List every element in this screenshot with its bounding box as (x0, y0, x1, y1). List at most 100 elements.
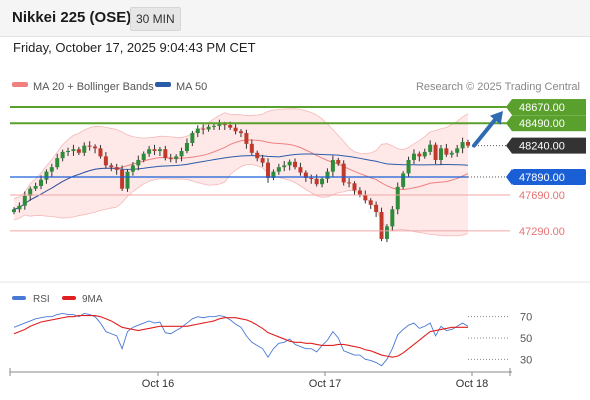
candle-bull (460, 142, 465, 149)
candle-bull (179, 151, 184, 157)
projection-arrow-layer (472, 111, 503, 148)
resistance-value-label: 48490.00 (519, 118, 565, 130)
level-pivot: 47890.00 (10, 169, 586, 186)
candle-bull (271, 171, 276, 178)
level-support: 47690.00 (10, 190, 565, 202)
candle-bear (114, 167, 119, 170)
support-value-label: 47290.00 (519, 226, 565, 238)
projection-arrow-head (489, 111, 503, 125)
candle-bear (201, 128, 206, 130)
research-credit: Research © 2025 Trading Central (416, 81, 580, 93)
resistance-label-pointer (506, 99, 512, 116)
candle-bull (428, 144, 433, 152)
candle-bull (184, 142, 189, 152)
candle-bull (130, 165, 135, 172)
candle-bull (157, 149, 162, 152)
rsi-ma-line (13, 315, 468, 358)
ma50-legend-swatch (155, 82, 171, 87)
time-tick-label: Oct 16 (142, 378, 174, 390)
candle-bull (17, 205, 22, 210)
bollinger-band-layer (13, 108, 469, 237)
ma20-legend-swatch (12, 82, 28, 87)
candle-bull (136, 159, 141, 166)
candle-bear (168, 158, 173, 160)
rsi-panel: 70 50 30 (13, 312, 532, 367)
candle-bear (239, 131, 243, 134)
candle-bull (71, 149, 76, 152)
bollinger-band-area (14, 108, 468, 236)
candle-bear (87, 145, 92, 147)
rsi-legend: RSI 9MA (12, 294, 103, 305)
candle-bull (190, 133, 195, 143)
rsi-line (13, 312, 469, 367)
instrument-title: Nikkei 225 (OSE) (12, 9, 132, 26)
candle-bull (44, 171, 49, 180)
candle-bear (341, 163, 346, 183)
candle-bull (287, 161, 292, 166)
candle-bull (174, 156, 179, 160)
candle-bear (76, 149, 81, 153)
candle-bear (120, 169, 125, 189)
candle-bull (125, 171, 130, 189)
rsi-tick-label: 70 (520, 312, 532, 324)
candle-bear (368, 200, 373, 205)
candle-bull (195, 128, 200, 134)
candle-bull (28, 188, 33, 196)
candle-bull (60, 151, 65, 159)
rsi-ma-legend-label: 9MA (82, 294, 103, 305)
candlestick-layer (12, 119, 470, 243)
candle-bull (49, 167, 54, 172)
candle-bear (433, 144, 438, 160)
rsi-legend-swatch (12, 296, 26, 300)
candle-bull (217, 124, 222, 126)
candle-bull (276, 167, 281, 172)
resistance-label-pointer (506, 115, 512, 132)
candle-bear (417, 153, 422, 157)
candle-bear (266, 162, 271, 178)
timeframe-button[interactable]: 30 MIN (130, 7, 181, 31)
pivot-label-pointer (506, 169, 512, 186)
main-legend: MA 20 + Bollinger Bands MA 50 Research ©… (12, 81, 580, 93)
price-value-label: 48240.00 (519, 141, 565, 153)
candle-bull (147, 149, 152, 154)
candle-bull (12, 209, 16, 213)
resistance-label-box (512, 115, 586, 132)
support-value-label: 47690.00 (519, 190, 565, 202)
level-lines-layer: 48670.00 48490.00 48240.00 47890.00 47690.00… (10, 99, 586, 238)
candle-bear (233, 127, 238, 132)
candle-bear (309, 177, 314, 179)
candle-bull (282, 165, 287, 168)
candle-bear (303, 172, 308, 178)
candle-bear (260, 158, 265, 163)
ma50-line (13, 153, 469, 210)
candle-bull (449, 152, 454, 155)
candle-bear (255, 152, 260, 159)
ma20-legend-label: MA 20 + Bollinger Bands (33, 81, 154, 93)
time-tick-label: Oct 17 (309, 378, 341, 390)
level-resistance: 48670.00 (10, 99, 586, 116)
price-label-pointer (506, 137, 512, 154)
candle-bull (55, 158, 60, 168)
price-label-box (512, 137, 586, 154)
candle-bull (406, 159, 411, 174)
resistance-value-label: 48670.00 (519, 102, 565, 114)
candle-bull (401, 173, 406, 187)
candle-bear (363, 194, 368, 201)
level-resistance: 48490.00 (10, 115, 586, 132)
candle-bull (411, 153, 416, 160)
rsi-tick-label: 30 (520, 354, 532, 366)
candle-bull (390, 209, 395, 227)
timestamp: Friday, October 17, 2025 9:04:43 PM CET (13, 40, 256, 55)
candle-bull (384, 226, 389, 239)
candle-bull (82, 145, 87, 153)
pivot-value-label: 47890.00 (519, 172, 565, 184)
candle-bear (109, 165, 114, 168)
candle-bull (330, 159, 335, 172)
candle-bear (444, 148, 449, 155)
candle-bear (244, 133, 249, 144)
candle-bull (422, 151, 427, 157)
candle-bull (320, 178, 325, 185)
time-tick-label: Oct 18 (456, 378, 488, 390)
ma50-legend-label: MA 50 (176, 81, 207, 93)
